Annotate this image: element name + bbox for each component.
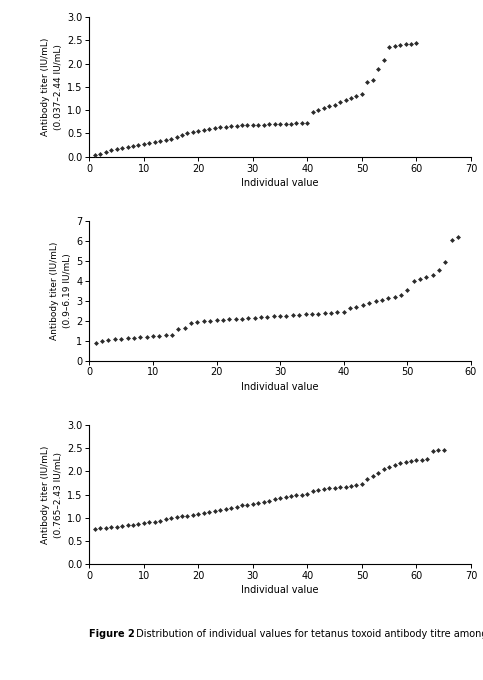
X-axis label: Individual value: Individual value [242, 177, 319, 188]
Y-axis label: Antibody titer (IU/mL)
(0.765–2.43 IU/mL): Antibody titer (IU/mL) (0.765–2.43 IU/mL… [41, 445, 63, 544]
X-axis label: Individual value: Individual value [242, 585, 319, 596]
Text: Figure 2: Figure 2 [89, 628, 135, 639]
Y-axis label: Antibody titer (IU/mL)
(0.9–6.19 IU/mL): Antibody titer (IU/mL) (0.9–6.19 IU/mL) [51, 241, 72, 340]
X-axis label: Individual value: Individual value [242, 381, 319, 392]
Text: Distribution of individual values for tetanus toxoid antibody titre among childr: Distribution of individual values for te… [133, 628, 483, 639]
Y-axis label: Antibody titer (IU/mL)
(0.037–2.44 IU/mL): Antibody titer (IU/mL) (0.037–2.44 IU/mL… [41, 37, 63, 136]
